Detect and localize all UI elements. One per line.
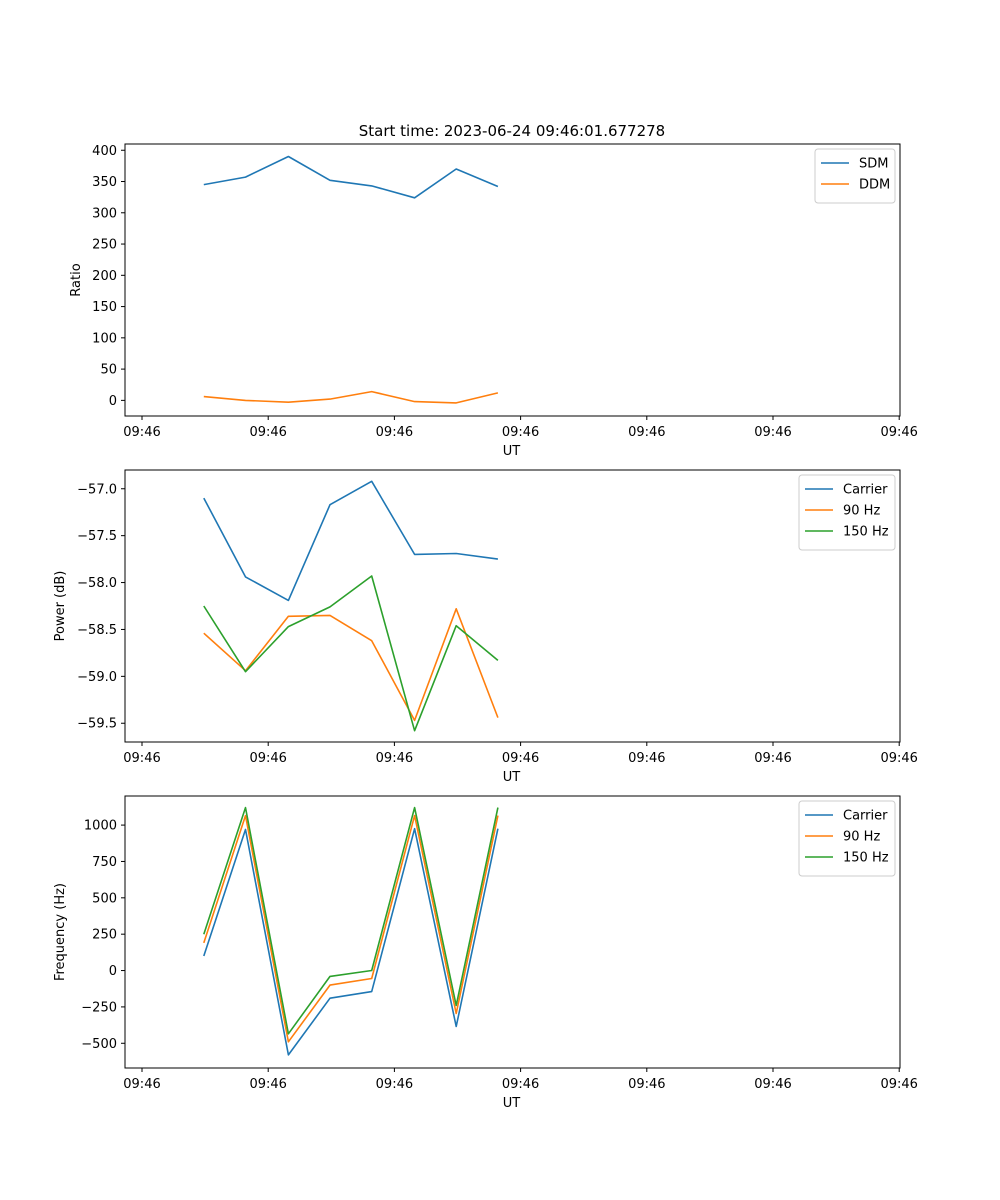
y-tick-label: 1000 xyxy=(84,819,117,834)
y-tick-label: 250 xyxy=(92,238,117,253)
series-line-0 xyxy=(203,155,499,199)
frequency-panel: 09:4609:4609:4609:4609:4609:4609:4609:47… xyxy=(53,795,918,1111)
x-tick-label: 09:46 xyxy=(628,751,665,766)
series-line-1 xyxy=(203,814,499,1043)
x-tick-label: 09:46 xyxy=(754,1077,791,1092)
y-tick-label: −57.5 xyxy=(77,529,117,544)
legend-label-0: Carrier xyxy=(843,809,888,824)
x-tick-label: 09:46 xyxy=(880,425,917,440)
x-tick-label: 09:46 xyxy=(376,751,413,766)
ratio-panel: 09:4609:4609:4609:4609:4609:4609:4609:47… xyxy=(69,143,918,459)
legend-label-0: SDM xyxy=(859,157,888,172)
series-line-1 xyxy=(203,607,499,722)
y-tick-label: 500 xyxy=(92,891,117,906)
y-tick-label: 50 xyxy=(100,363,117,378)
x-tick-label: 09:46 xyxy=(249,751,286,766)
legend-label-2: 150 Hz xyxy=(843,851,889,866)
y-tick-label: 150 xyxy=(92,300,117,315)
y-axis-label: Power (dB) xyxy=(53,571,68,642)
y-tick-label: −59.5 xyxy=(77,717,117,732)
legend-label-0: Carrier xyxy=(843,483,888,498)
y-tick-label: −250 xyxy=(81,1000,117,1015)
legend-label-1: 90 Hz xyxy=(843,504,880,519)
x-tick-label: 09:46 xyxy=(249,1077,286,1092)
y-tick-label: −59.0 xyxy=(77,670,117,685)
y-tick-label: 300 xyxy=(92,206,117,221)
y-tick-label: −58.0 xyxy=(77,576,117,591)
y-tick-label: 250 xyxy=(92,928,117,943)
x-axis-label: UT xyxy=(503,1096,521,1111)
x-tick-label: 09:46 xyxy=(249,425,286,440)
x-tick-label: 09:46 xyxy=(880,1077,917,1092)
x-tick-label: 09:46 xyxy=(502,1077,539,1092)
x-axis-label: UT xyxy=(503,770,521,785)
axes-frame xyxy=(124,795,901,1069)
x-tick-label: 09:46 xyxy=(628,425,665,440)
x-tick-label: 09:46 xyxy=(754,751,791,766)
power-panel: 09:4609:4609:4609:4609:4609:4609:4609:47… xyxy=(53,469,918,785)
x-tick-label: 09:46 xyxy=(502,751,539,766)
series-line-2 xyxy=(203,806,499,1035)
x-tick-label: 09:46 xyxy=(123,425,160,440)
x-tick-label: 09:46 xyxy=(754,425,791,440)
x-tick-label: 09:46 xyxy=(123,1077,160,1092)
axes-frame xyxy=(124,143,901,417)
y-tick-label: 400 xyxy=(92,144,117,159)
series-line-2 xyxy=(203,575,499,732)
y-axis-label: Frequency (Hz) xyxy=(53,883,68,981)
y-tick-label: 0 xyxy=(109,964,117,979)
x-tick-label: 09:46 xyxy=(376,1077,413,1092)
y-tick-label: 0 xyxy=(109,394,117,409)
x-tick-label: 09:46 xyxy=(376,425,413,440)
legend-label-2: 150 Hz xyxy=(843,525,889,540)
y-tick-label: 750 xyxy=(92,855,117,870)
axes-frame xyxy=(124,469,901,743)
legend-label-1: DDM xyxy=(859,178,890,193)
x-axis-label: UT xyxy=(503,444,521,459)
figure-title: Start time: 2023-06-24 09:46:01.677278 xyxy=(359,122,665,140)
series-line-0 xyxy=(203,827,499,1056)
series-line-0 xyxy=(203,480,499,602)
x-tick-label: 09:46 xyxy=(123,751,160,766)
x-tick-label: 09:46 xyxy=(502,425,539,440)
y-tick-label: −58.5 xyxy=(77,623,117,638)
series-line-1 xyxy=(203,390,499,404)
x-tick-label: 09:46 xyxy=(880,751,917,766)
legend-label-1: 90 Hz xyxy=(843,830,880,845)
y-tick-label: −57.0 xyxy=(77,482,117,497)
x-tick-label: 09:46 xyxy=(628,1077,665,1092)
y-axis-label: Ratio xyxy=(69,263,84,296)
y-tick-label: 350 xyxy=(92,175,117,190)
y-tick-label: 100 xyxy=(92,331,117,346)
y-tick-label: −500 xyxy=(81,1037,117,1052)
y-tick-label: 200 xyxy=(92,269,117,284)
